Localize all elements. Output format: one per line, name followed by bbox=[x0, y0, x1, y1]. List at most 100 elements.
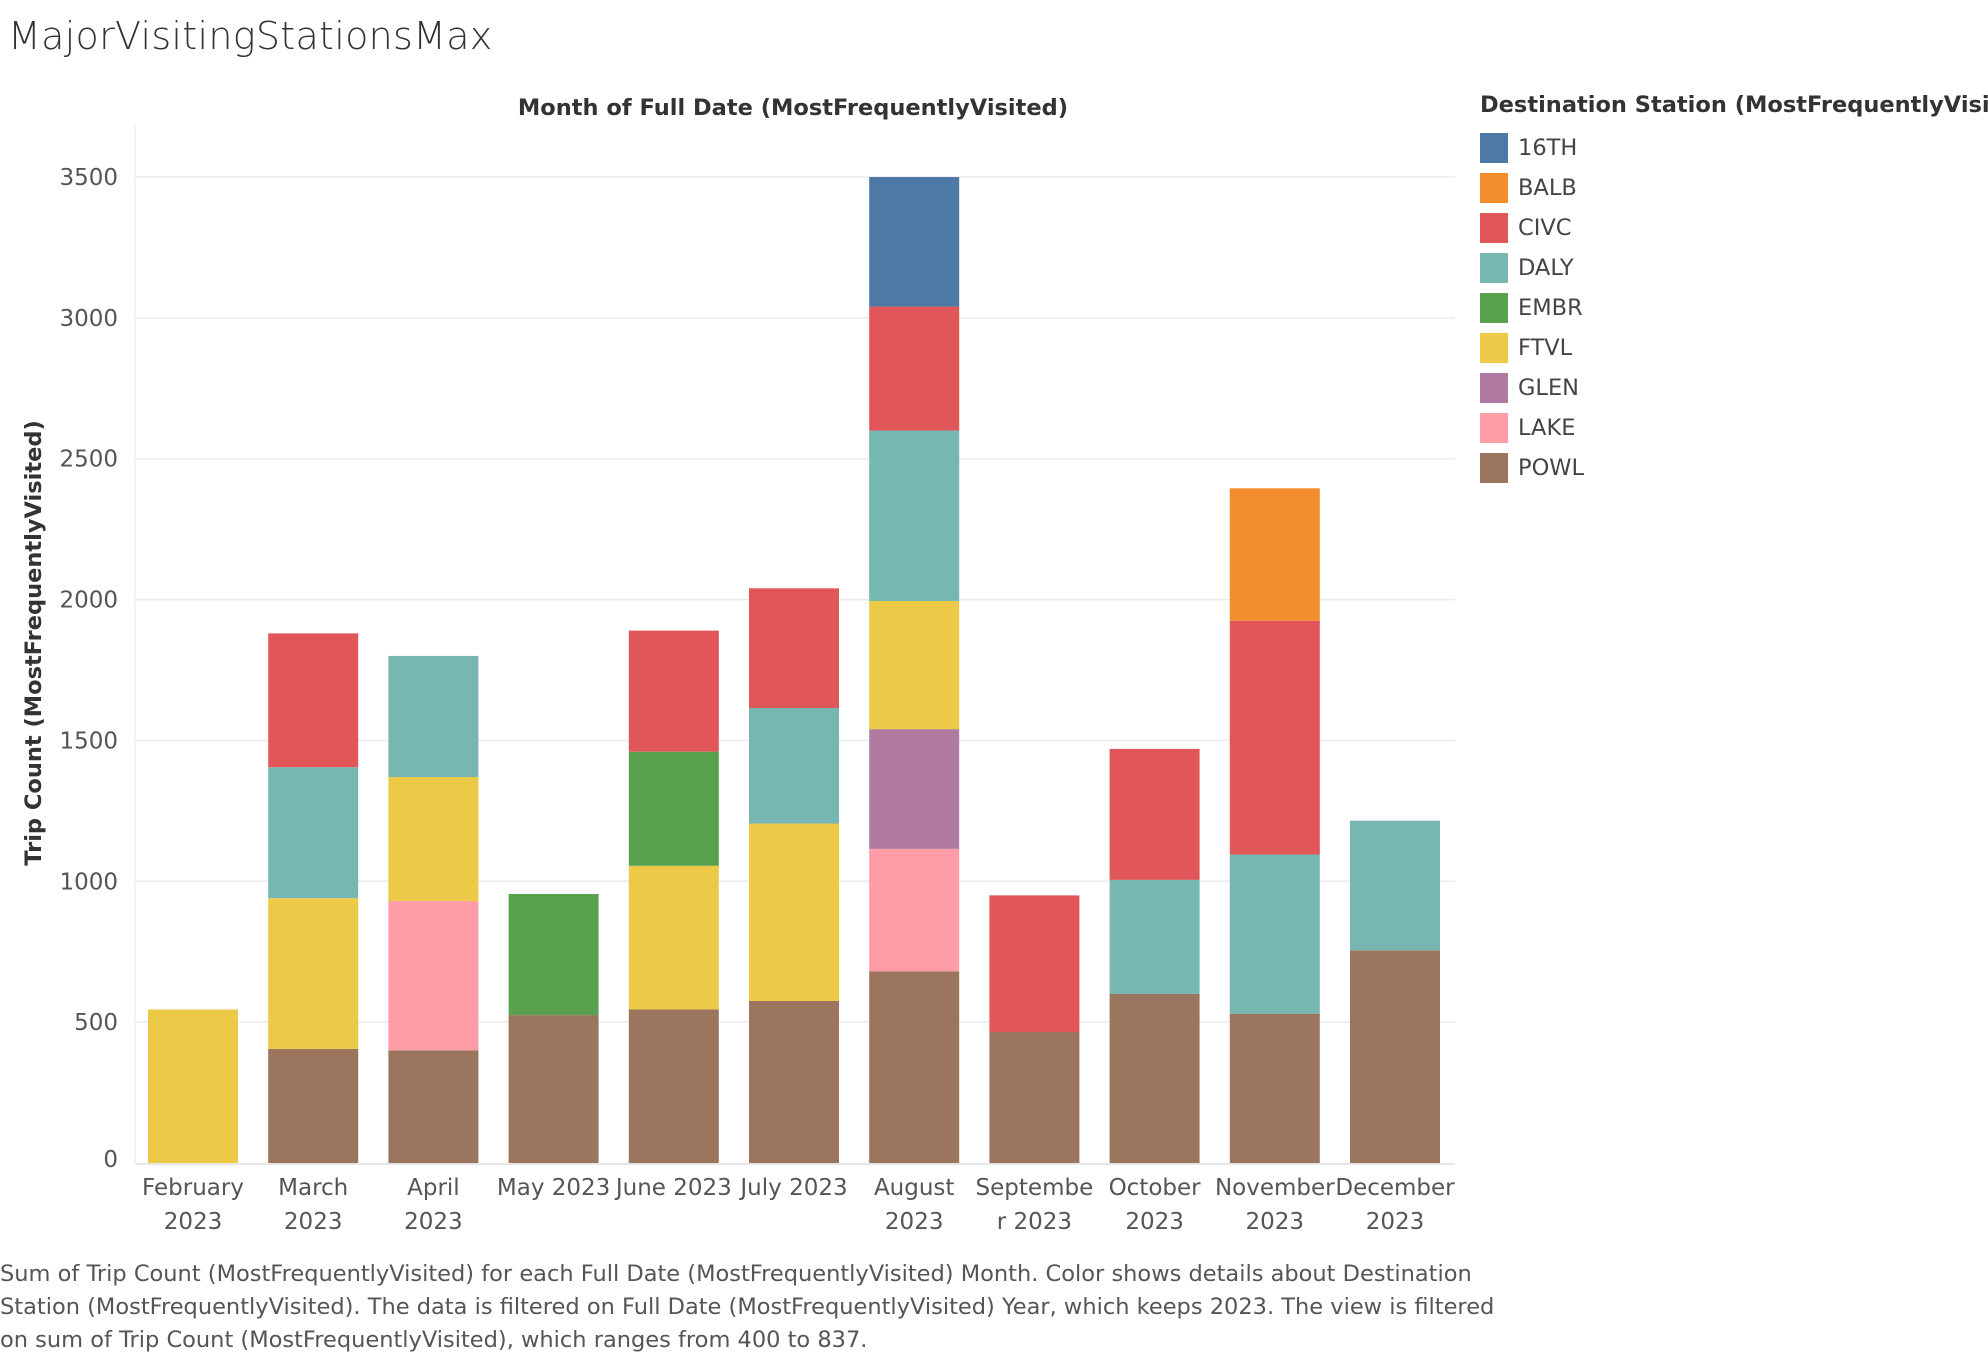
y-tick-label: 2500 bbox=[59, 447, 118, 473]
bar-segment-daly[interactable] bbox=[1350, 820, 1440, 951]
legend-item-powl[interactable]: POWL bbox=[1480, 448, 1985, 488]
bar-segment-powl[interactable] bbox=[869, 971, 960, 1163]
bar-segment-powl[interactable] bbox=[1109, 993, 1200, 1163]
y-tick-label: 3000 bbox=[59, 306, 118, 332]
bar-segment-civc[interactable] bbox=[1109, 748, 1200, 880]
x-tick-label: June 2023 bbox=[614, 1175, 732, 1201]
y-axis-title: Trip Count (MostFrequentlyVisited) bbox=[21, 420, 47, 866]
bar-segment-civc[interactable] bbox=[1229, 620, 1320, 855]
x-tick-label: March bbox=[278, 1175, 348, 1201]
x-tick-label: July 2023 bbox=[738, 1175, 847, 1201]
axes: Month of Full Date (MostFrequentlyVisite… bbox=[21, 95, 1455, 1235]
bar-segment-powl[interactable] bbox=[749, 1001, 839, 1163]
legend-item-16th[interactable]: 16TH bbox=[1480, 128, 1985, 168]
bar-segment-powl[interactable] bbox=[1350, 950, 1440, 1163]
bar-segment-16th[interactable] bbox=[869, 177, 960, 307]
bar-segment-ftvl[interactable] bbox=[148, 1009, 238, 1163]
legend-item-balb[interactable]: BALB bbox=[1480, 168, 1985, 208]
x-tick-label: April bbox=[407, 1175, 460, 1201]
x-tick-label: 2023 bbox=[404, 1209, 463, 1235]
x-tick-label: 2023 bbox=[1366, 1209, 1425, 1235]
x-tick-label: February bbox=[142, 1175, 244, 1201]
legend-label: EMBR bbox=[1518, 295, 1583, 321]
x-axis-title: Month of Full Date (MostFrequentlyVisite… bbox=[518, 95, 1068, 121]
y-tick-label: 500 bbox=[74, 1010, 118, 1036]
bar-segment-ftvl[interactable] bbox=[869, 600, 960, 730]
legend-item-daly[interactable]: DALY bbox=[1480, 248, 1985, 288]
legend-label: GLEN bbox=[1518, 375, 1580, 401]
legend-label: LAKE bbox=[1518, 415, 1576, 441]
bar-segment-daly[interactable] bbox=[388, 655, 479, 778]
legend-swatch bbox=[1480, 253, 1508, 283]
x-tick-label: August bbox=[874, 1175, 955, 1201]
bar-segment-civc[interactable] bbox=[989, 895, 1080, 1033]
legend-swatch bbox=[1480, 373, 1508, 403]
bar-segment-powl[interactable] bbox=[508, 1015, 599, 1163]
x-tick-label: 2023 bbox=[284, 1209, 343, 1235]
legend-label: FTVL bbox=[1518, 335, 1573, 361]
bar-segment-ftvl[interactable] bbox=[388, 777, 479, 902]
legend-item-civc[interactable]: CIVC bbox=[1480, 208, 1985, 248]
x-tick-label: 2023 bbox=[1246, 1209, 1305, 1235]
y-tick-label: 3500 bbox=[59, 165, 118, 191]
x-tick-label: October bbox=[1109, 1175, 1202, 1201]
x-tick-label: Septembe bbox=[976, 1175, 1094, 1201]
bar-segment-lake[interactable] bbox=[388, 901, 479, 1051]
bars bbox=[148, 177, 1440, 1163]
legend-swatch bbox=[1480, 453, 1508, 483]
x-tick-label: November bbox=[1215, 1175, 1335, 1201]
x-tick-label: r 2023 bbox=[997, 1209, 1072, 1235]
x-tick-label: December bbox=[1335, 1175, 1455, 1201]
bar-segment-ftvl[interactable] bbox=[749, 823, 839, 1002]
legend-label: DALY bbox=[1518, 255, 1574, 281]
x-tick-label: May 2023 bbox=[497, 1175, 610, 1201]
legend-item-embr[interactable]: EMBR bbox=[1480, 288, 1985, 328]
bar-segment-daly[interactable] bbox=[1109, 879, 1200, 994]
bar-segment-daly[interactable] bbox=[1229, 854, 1320, 1014]
legend: Destination Station (MostFrequentlyVisit… bbox=[1480, 92, 1988, 488]
bar-segment-civc[interactable] bbox=[869, 306, 960, 431]
bar-segment-powl[interactable] bbox=[388, 1050, 479, 1163]
legend-swatch bbox=[1480, 333, 1508, 363]
legend-swatch bbox=[1480, 133, 1508, 163]
page-title: MajorVisitingStationsMax bbox=[8, 14, 493, 58]
bar-segment-powl[interactable] bbox=[268, 1048, 359, 1163]
legend-label: CIVC bbox=[1518, 215, 1572, 241]
x-tick-label: 2023 bbox=[1125, 1209, 1184, 1235]
bar-segment-balb[interactable] bbox=[1229, 488, 1320, 621]
bar-segment-daly[interactable] bbox=[268, 767, 359, 899]
bar-segment-powl[interactable] bbox=[628, 1009, 719, 1163]
legend-item-glen[interactable]: GLEN bbox=[1480, 368, 1985, 408]
bar-segment-powl[interactable] bbox=[989, 1032, 1080, 1163]
bar-segment-powl[interactable] bbox=[1229, 1013, 1320, 1163]
chart-caption: Sum of Trip Count (MostFrequentlyVisited… bbox=[0, 1261, 1495, 1353]
bar-segment-daly[interactable] bbox=[749, 708, 839, 824]
legend-swatch bbox=[1480, 413, 1508, 443]
legend-item-ftvl[interactable]: FTVL bbox=[1480, 328, 1985, 368]
bar-segment-lake[interactable] bbox=[869, 848, 960, 972]
bar-segment-ftvl[interactable] bbox=[268, 898, 359, 1049]
legend-list: 16TH BALB CIVC DALY EMBR FTVL GLEN LAKE POWL bbox=[1480, 128, 1985, 488]
legend-item-lake[interactable]: LAKE bbox=[1480, 408, 1985, 448]
legend-label: 16TH bbox=[1518, 135, 1578, 161]
bar-segment-embr[interactable] bbox=[508, 893, 599, 1016]
legend-label: BALB bbox=[1518, 175, 1577, 201]
stacked-bar-chart: Month of Full Date (MostFrequentlyVisite… bbox=[21, 95, 1455, 1235]
legend-swatch bbox=[1480, 293, 1508, 323]
legend-swatch bbox=[1480, 213, 1508, 243]
y-tick-label: 2000 bbox=[59, 588, 118, 614]
legend-title: Destination Station (MostFrequentlyVisit… bbox=[1480, 92, 1988, 118]
x-tick-label: 2023 bbox=[885, 1209, 944, 1235]
bar-segment-civc[interactable] bbox=[749, 588, 839, 709]
legend-label: POWL bbox=[1518, 455, 1585, 481]
y-tick-label: 0 bbox=[103, 1147, 118, 1173]
x-tick-label: 2023 bbox=[164, 1209, 223, 1235]
bar-segment-civc[interactable] bbox=[268, 633, 359, 768]
bar-segment-civc[interactable] bbox=[628, 630, 719, 752]
y-tick-label: 1000 bbox=[59, 869, 118, 895]
bar-segment-daly[interactable] bbox=[869, 430, 960, 601]
bar-segment-ftvl[interactable] bbox=[628, 865, 719, 1010]
bar-segment-embr[interactable] bbox=[628, 751, 719, 866]
legend-swatch bbox=[1480, 173, 1508, 203]
bar-segment-glen[interactable] bbox=[869, 729, 960, 849]
